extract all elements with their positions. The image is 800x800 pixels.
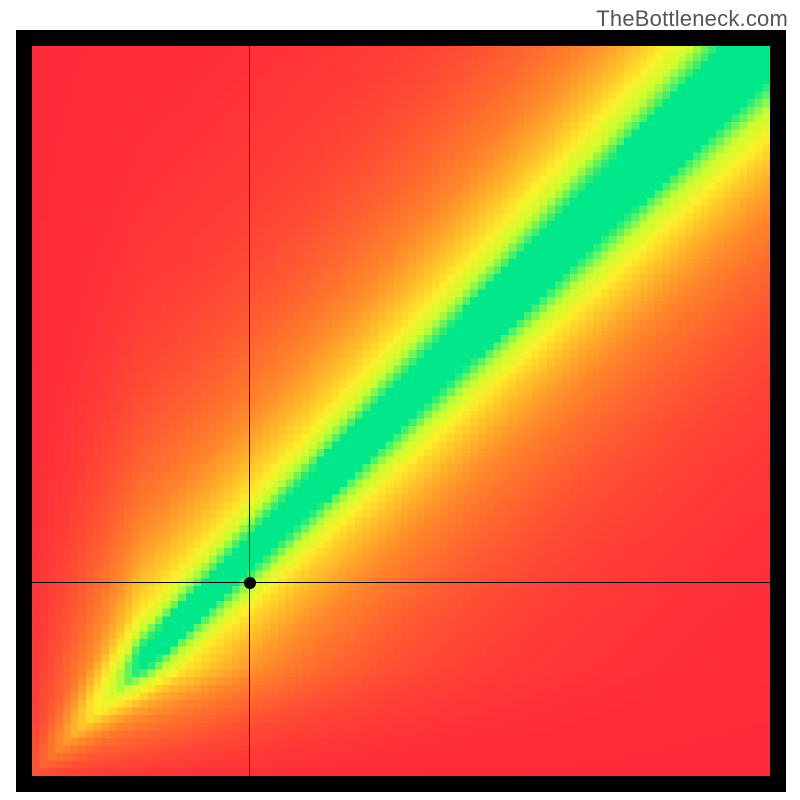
plot-border (16, 30, 786, 792)
crosshair-horizontal (32, 582, 770, 583)
crosshair-vertical (249, 46, 250, 776)
watermark-text: TheBottleneck.com (596, 6, 788, 32)
data-point-marker (244, 577, 256, 589)
chart-container: TheBottleneck.com (0, 0, 800, 800)
